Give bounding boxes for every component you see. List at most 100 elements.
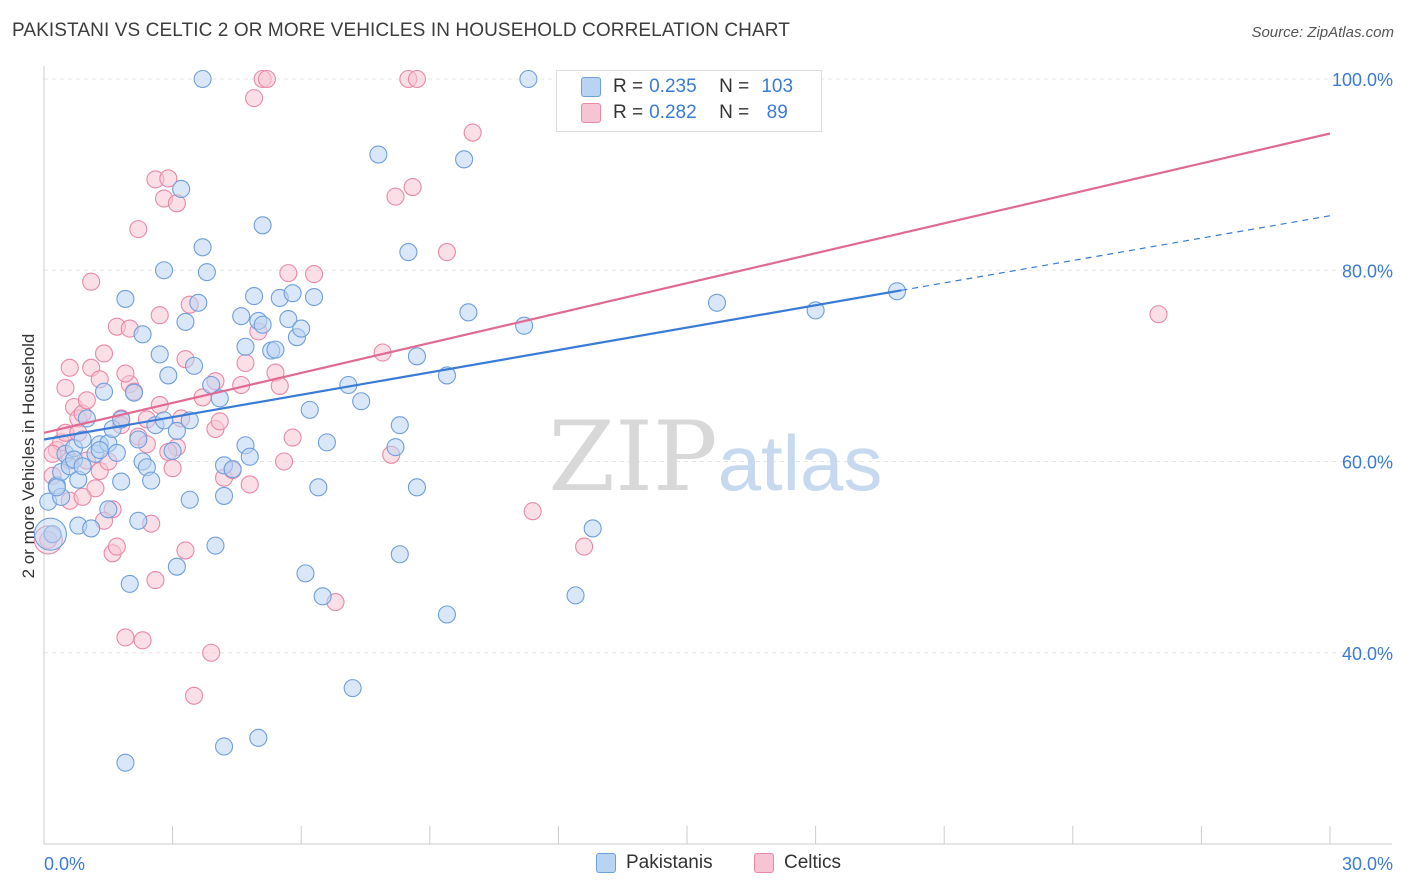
pakistanis-point <box>459 303 478 322</box>
celtics-point <box>60 358 79 377</box>
celtics-point <box>210 412 229 431</box>
pakistanis-point <box>47 478 66 497</box>
chart-title: PAKISTANI VS CELTIC 2 OR MORE VEHICLES I… <box>12 20 790 41</box>
pakistanis-point <box>519 69 538 89</box>
celtics-point <box>275 452 294 471</box>
pakistanis-trend-line <box>43 289 902 441</box>
pakistanis-point <box>167 421 186 440</box>
celtics-point <box>116 628 135 647</box>
celtics-point <box>150 306 169 325</box>
celtics-point <box>77 391 96 410</box>
celtics-point <box>86 479 105 498</box>
celtics-point <box>575 537 594 556</box>
y-tick-label: 60.0% <box>1342 453 1393 473</box>
pakistanis-point <box>129 430 148 449</box>
pakistanis-point <box>352 392 371 411</box>
pakistanis-point <box>94 382 114 401</box>
pakistanis-point <box>116 289 135 308</box>
series-legend-pakistanis[interactable]: Pakistanis <box>596 852 713 874</box>
legend-n-label: N = <box>719 102 750 123</box>
legend-r-value: 0.282 <box>649 102 697 123</box>
pakistanis-point <box>223 460 242 479</box>
pakistanis-point <box>180 411 199 430</box>
pakistanis-point <box>292 319 311 338</box>
pakistanis-point <box>309 478 328 497</box>
celtics-point <box>236 353 255 373</box>
source-label: Source: ZipAtlas.com <box>1251 24 1394 41</box>
pakistanis-point <box>583 519 602 538</box>
celtics-point <box>184 686 204 705</box>
pakistanis-point <box>206 536 225 555</box>
celtics-point <box>73 487 92 506</box>
pakistanis-point <box>82 519 101 538</box>
pakistanis-point <box>33 517 67 551</box>
pakistanis-point <box>390 545 409 564</box>
legend-row-pakistanis: R = 0.235 N = 103 <box>581 75 797 99</box>
pakistanis-point <box>566 586 585 605</box>
pakistanis-point <box>99 500 118 519</box>
celtics-point <box>176 541 195 560</box>
watermark: ZIP atlas <box>548 401 882 513</box>
celtics-point <box>159 169 178 188</box>
pakistanis-point <box>300 400 319 419</box>
pakistanis-point <box>343 679 362 698</box>
pakistanis-point <box>107 443 126 462</box>
celtics-point <box>437 243 456 262</box>
pakistanis-point <box>133 325 152 344</box>
x-tick-label: 30.0% <box>1342 854 1393 874</box>
pakistanis-point <box>124 383 144 402</box>
legend-row-celtics: R = 0.282 N = 89 <box>581 101 797 125</box>
celtics-point <box>82 272 101 291</box>
stats-legend: R = 0.235 N = 103 R = 0.282 N = 89 <box>556 70 822 132</box>
pakistanis-point <box>390 416 409 435</box>
pakistanis-point <box>176 312 195 331</box>
pakistanis-point <box>232 307 251 326</box>
pakistanis-point <box>189 293 208 312</box>
trend-lines <box>43 132 1331 441</box>
celtics-points <box>33 69 1168 705</box>
pakistanis-point <box>407 347 426 366</box>
pakistanis-point <box>266 340 285 359</box>
pakistanis-point <box>180 490 199 509</box>
celtics-point <box>407 69 426 89</box>
celtics-point <box>386 187 405 206</box>
celtics-point <box>463 123 482 142</box>
legend-r-value: 0.235 <box>649 76 697 97</box>
celtics-point <box>279 264 298 283</box>
celtics-point <box>56 378 75 397</box>
y-tick-label: 100.0% <box>1332 70 1393 90</box>
pakistanis-point <box>317 433 336 452</box>
celtics-point <box>107 537 126 556</box>
celtics-point <box>116 364 135 383</box>
pakistanis-point <box>407 478 426 497</box>
pakistanis-point <box>193 69 212 89</box>
pakistanis-point <box>150 345 169 364</box>
pakistanis-point <box>73 430 92 449</box>
pakistanis-point <box>707 293 727 312</box>
pakistanis-point <box>305 287 324 307</box>
watermark-atlas: atlas <box>718 419 883 507</box>
pakistanis-point <box>43 525 62 544</box>
pakistanis-point <box>236 337 255 356</box>
x-tick-label: 0.0% <box>44 854 85 874</box>
legend-n-value: 89 <box>766 102 788 123</box>
pakistanis-point <box>184 356 204 375</box>
pakistanis-points <box>33 69 907 772</box>
pakistanis-point <box>120 574 139 593</box>
series-legend-label: Pakistanis <box>626 852 713 873</box>
series-swatch-pink <box>754 853 774 873</box>
celtics-point <box>523 502 542 521</box>
series-swatch-blue <box>596 853 616 873</box>
pakistanis-point <box>159 366 178 385</box>
pakistanis-point <box>172 179 191 199</box>
pakistanis-point <box>313 587 332 606</box>
pakistanis-point <box>437 605 456 624</box>
celtics-point <box>202 643 221 662</box>
celtics-point <box>146 571 165 590</box>
series-legend-celtics[interactable]: Celtics <box>754 852 841 874</box>
pakistanis-point <box>214 486 234 505</box>
celtics-point <box>403 178 422 197</box>
celtics-point <box>257 69 276 89</box>
pakistanis-point <box>197 263 216 282</box>
watermark-zip: ZIP <box>548 401 717 513</box>
